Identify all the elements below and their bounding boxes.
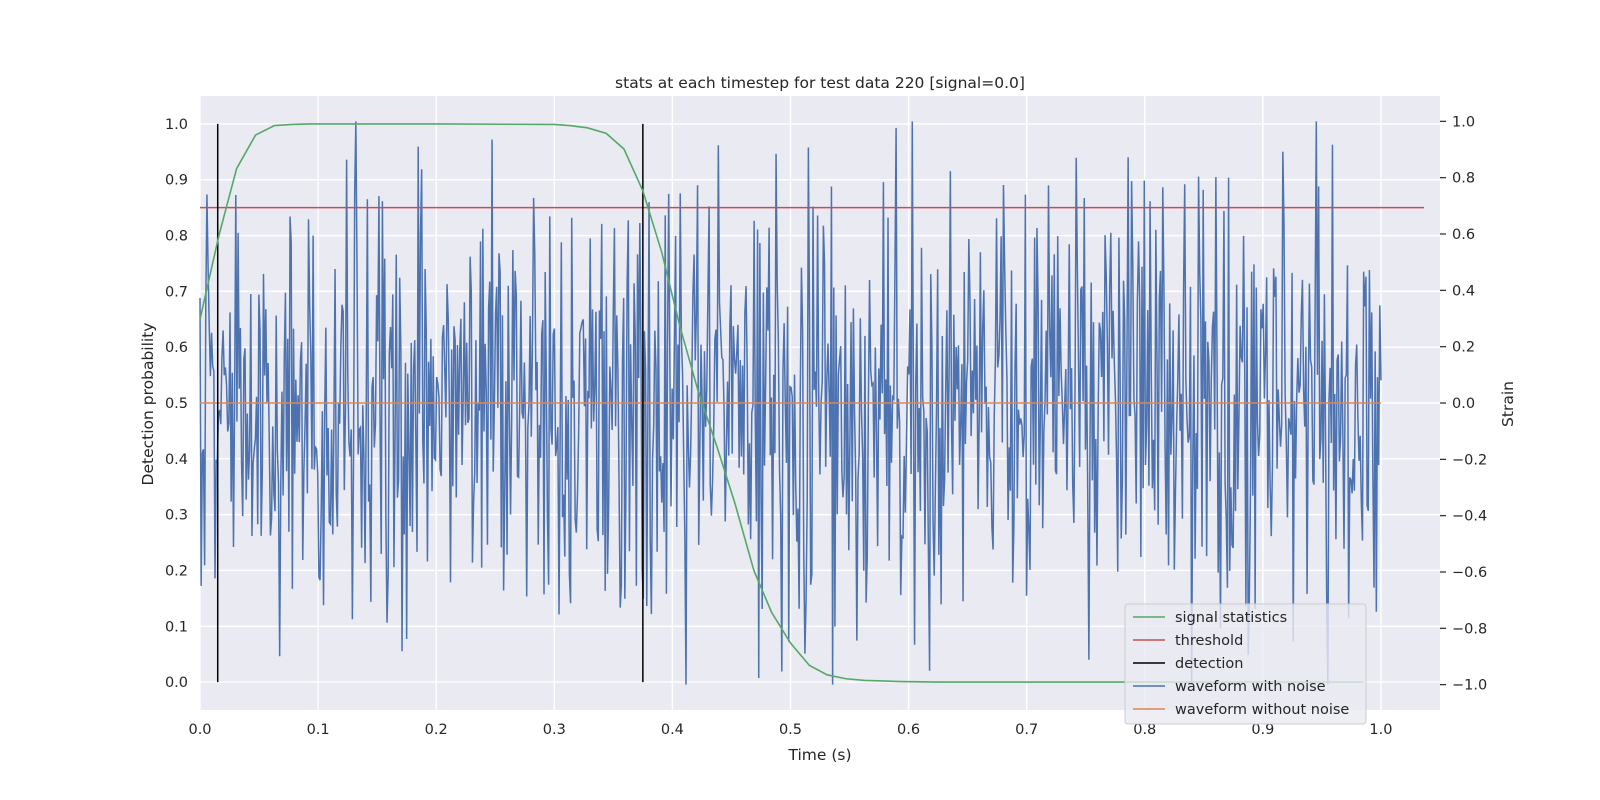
y-right-tick-label: −0.6 <box>1452 565 1487 581</box>
y-right-tick-label: −0.8 <box>1452 621 1487 637</box>
y-tick-label: 0.8 <box>165 229 188 245</box>
x-tick-label: 0.3 <box>543 722 566 738</box>
y-right-tick-label: 0.6 <box>1452 227 1475 243</box>
y-axis-right-title: Strain <box>1499 381 1517 427</box>
y-tick-label: 0.6 <box>165 340 188 356</box>
detection-series <box>216 123 644 683</box>
y-right-tick-label: 0.4 <box>1452 283 1475 299</box>
y-tick-label: 0.2 <box>165 563 188 579</box>
y-tick-label: 0.1 <box>165 619 188 635</box>
legend-label-threshold: threshold <box>1175 633 1243 649</box>
y-tick-label: 0.7 <box>165 284 188 300</box>
waveform-with-noise-line <box>199 121 1382 685</box>
x-tick-label: 0.1 <box>307 722 330 738</box>
bottom-axis-ticks: 0.0 0.1 0.2 0.3 0.4 0.5 0.6 0.7 0.8 0.9 1.0 <box>188 722 1392 738</box>
y-tick-label: 0.3 <box>165 508 188 524</box>
x-axis-title: Time (s) <box>787 746 851 764</box>
signal-statistics-line <box>199 123 1364 683</box>
legend-label-signal-statistics: signal statistics <box>1175 610 1287 626</box>
x-tick-label: 0.6 <box>897 722 920 738</box>
waveform-with-noise-series <box>199 121 1382 685</box>
legend-label-waveform-with-noise: waveform with noise <box>1175 679 1326 695</box>
left-axis-ticks: 0.0 0.1 0.2 0.3 0.4 0.5 0.6 0.7 0.8 0.9 1.0 <box>165 117 188 691</box>
x-tick-label: 0.8 <box>1133 722 1156 738</box>
y-tick-label: 0.9 <box>165 173 188 189</box>
x-tick-label: 0.7 <box>1015 722 1038 738</box>
legend-label-detection: detection <box>1175 656 1243 672</box>
y-right-tick-label: 1.0 <box>1452 114 1475 130</box>
legend: signal statistics threshold detection wa… <box>1124 603 1367 725</box>
x-tick-label: 1.0 <box>1369 722 1392 738</box>
chart-title: stats at each timestep for test data 220… <box>615 74 1025 92</box>
y-right-tick-label: 0.8 <box>1452 171 1475 187</box>
y-tick-label: 0.5 <box>165 396 188 412</box>
y-right-tick-label: −0.4 <box>1452 509 1487 525</box>
y-right-tick-label: −1.0 <box>1452 678 1487 694</box>
x-tick-label: 0.2 <box>425 722 448 738</box>
y-tick-label: 0.4 <box>165 452 188 468</box>
x-tick-label: 0.4 <box>661 722 684 738</box>
y-right-tick-label: 0.2 <box>1452 340 1475 356</box>
y-right-tick-label: 0.0 <box>1452 396 1475 412</box>
signal-statistics-series <box>199 123 1364 683</box>
y-right-tick-label: −0.2 <box>1452 452 1487 468</box>
y-tick-label: 1.0 <box>165 117 188 133</box>
legend-box <box>1124 603 1367 725</box>
legend-label-waveform-without-noise: waveform without noise <box>1175 702 1349 718</box>
x-tick-label: 0.0 <box>188 722 211 738</box>
y-tick-label: 0.0 <box>165 675 188 691</box>
right-axis-ticks: −1.0 −0.8 −0.6 −0.4 −0.2 0.0 0.2 0.4 0.6 0.8 1.0 <box>1440 114 1487 694</box>
y-axis-title: Detection probability <box>139 323 157 486</box>
x-tick-label: 0.9 <box>1251 722 1274 738</box>
x-tick-label: 0.5 <box>779 722 802 738</box>
